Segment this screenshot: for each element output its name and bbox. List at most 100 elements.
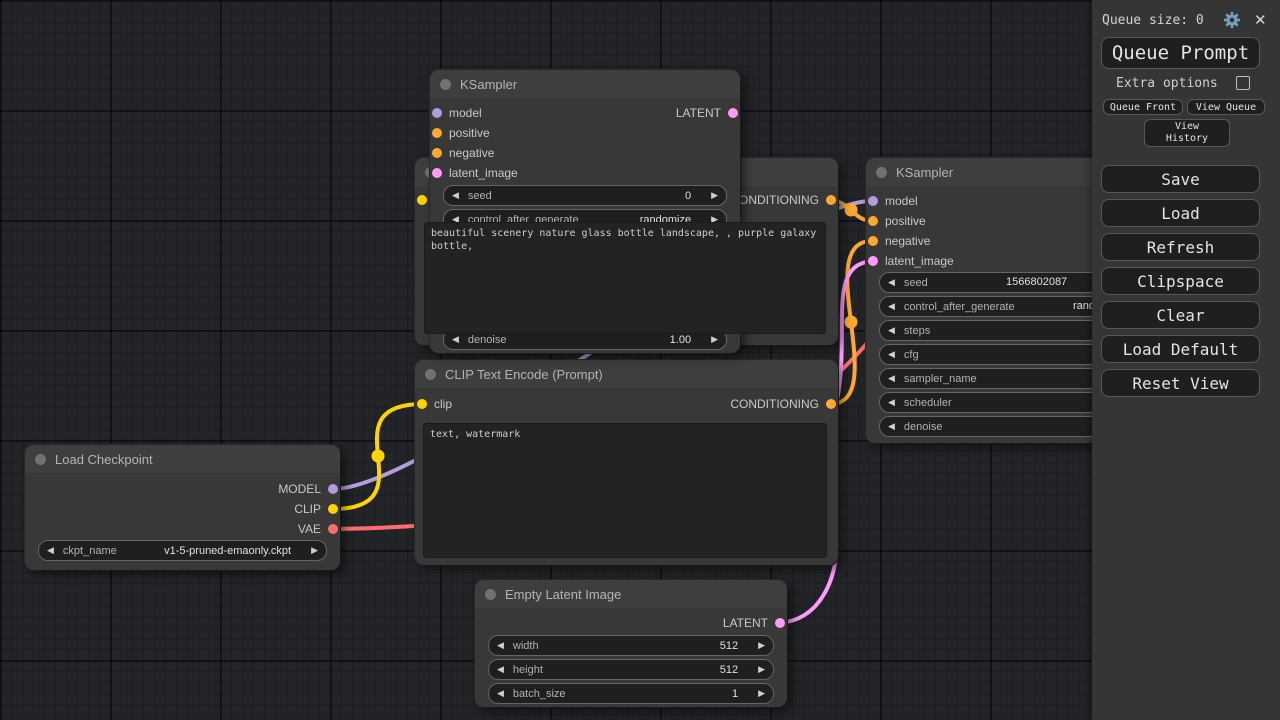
input-row-negative: negative (432, 143, 494, 163)
positive-prompt-textarea[interactable]: beautiful scenery nature glass bottle la… (425, 223, 825, 333)
settings-gear-icon[interactable] (1223, 11, 1241, 33)
decrement-arrow-icon[interactable]: ◀ (888, 349, 895, 359)
collapse-dot[interactable] (440, 78, 451, 90)
view-queue-button[interactable]: View Queue (1187, 99, 1265, 115)
output-row-latent: LATENT (676, 103, 738, 123)
input-label: model (885, 194, 918, 208)
link-dot-clip (371, 449, 385, 463)
input-port-clip[interactable] (417, 399, 427, 409)
node-title-bar[interactable]: CLIP Text Encode (Prompt) (415, 360, 838, 388)
node-title: Empty Latent Image (505, 586, 622, 602)
output-row-latent: LATENT (723, 613, 785, 633)
node-load-checkpoint[interactable]: Load Checkpoint MODEL CLIP VAE ◀ ckpt_na… (25, 445, 340, 570)
input-row-clip: clip (417, 394, 452, 414)
extra-options-checkbox[interactable] (1236, 76, 1250, 90)
decrement-arrow-icon[interactable]: ◀ (888, 277, 895, 287)
output-row-model: MODEL (278, 479, 338, 499)
decrement-arrow-icon[interactable]: ◀ (888, 373, 895, 383)
increment-arrow-icon[interactable]: ▶ (711, 190, 718, 200)
widget-height[interactable]: ◀ height 512 ▶ (488, 659, 774, 680)
node-empty-latent-image[interactable]: Empty Latent Image LATENT ◀ width 512 ▶ … (475, 580, 787, 707)
decrement-arrow-icon[interactable]: ◀ (452, 190, 459, 200)
decrement-arrow-icon[interactable]: ◀ (497, 640, 504, 650)
output-row-conditioning: CONDITIONING (730, 394, 836, 414)
widget-seed[interactable]: ◀ seed 0 ▶ (443, 185, 727, 206)
negative-prompt-textarea[interactable]: text, watermark (424, 424, 826, 557)
close-icon[interactable]: ✕ (1254, 11, 1267, 29)
input-port-model[interactable] (432, 108, 442, 118)
output-port-latent[interactable] (728, 108, 738, 118)
input-port-model[interactable] (868, 196, 878, 206)
view-history-button[interactable]: View History (1144, 119, 1230, 147)
input-port-negative[interactable] (432, 148, 442, 158)
output-label: CLIP (294, 502, 321, 516)
extra-options-label: Extra options (1116, 76, 1218, 91)
comfy-menu: Queue size: 0 ✕ Queue Prompt Extra optio… (1092, 0, 1280, 720)
input-port-positive[interactable] (868, 216, 878, 226)
load-button[interactable]: Load (1101, 199, 1260, 227)
reset-view-button[interactable]: Reset View (1101, 369, 1260, 397)
output-port-latent[interactable] (775, 618, 785, 628)
input-row-model: model (432, 103, 482, 123)
output-label: CONDITIONING (730, 193, 819, 207)
input-row-negative: negative (868, 231, 930, 251)
output-label: LATENT (675, 106, 721, 120)
clipspace-button[interactable]: Clipspace (1101, 267, 1260, 295)
next-arrow-icon[interactable]: ▶ (311, 545, 318, 555)
increment-arrow-icon[interactable]: ▶ (758, 688, 765, 698)
collapse-dot[interactable] (876, 166, 887, 178)
input-port-clip[interactable] (417, 195, 427, 205)
link-dot-cond2 (844, 315, 858, 329)
node-title: CLIP Text Encode (Prompt) (445, 366, 603, 382)
decrement-arrow-icon[interactable]: ◀ (888, 325, 895, 335)
output-port-vae[interactable] (328, 524, 338, 534)
increment-arrow-icon[interactable]: ▶ (758, 640, 765, 650)
decrement-arrow-icon[interactable]: ◀ (497, 664, 504, 674)
input-row-positive: positive (432, 123, 490, 143)
output-label: CONDITIONING (730, 397, 819, 411)
input-row-latent-image: latent_image (432, 163, 518, 183)
increment-arrow-icon[interactable]: ▶ (711, 334, 718, 344)
link-dot-cond1 (844, 203, 858, 217)
save-button[interactable]: Save (1101, 165, 1260, 193)
input-label: latent_image (449, 166, 518, 180)
widget-ckpt-name[interactable]: ◀ ckpt_name v1-5-pruned-emaonly.ckpt ▶ (38, 540, 327, 561)
decrement-arrow-icon[interactable]: ◀ (888, 397, 895, 407)
input-label: positive (885, 214, 926, 228)
refresh-button[interactable]: Refresh (1101, 233, 1260, 261)
input-port-latent-image[interactable] (432, 168, 442, 178)
decrement-arrow-icon[interactable]: ◀ (497, 688, 504, 698)
decrement-arrow-icon[interactable]: ◀ (452, 334, 459, 344)
increment-arrow-icon[interactable]: ▶ (758, 664, 765, 674)
collapse-dot[interactable] (425, 368, 436, 380)
increment-arrow-icon[interactable]: ▶ (711, 214, 718, 224)
input-port-negative[interactable] (868, 236, 878, 246)
output-port-conditioning[interactable] (826, 399, 836, 409)
output-port-conditioning[interactable] (826, 195, 836, 205)
output-port-clip[interactable] (328, 504, 338, 514)
node-title-bar[interactable]: Empty Latent Image (475, 580, 787, 608)
prev-arrow-icon[interactable]: ◀ (47, 545, 54, 555)
node-title: KSampler (460, 76, 518, 92)
queue-front-button[interactable]: Queue Front (1103, 99, 1183, 115)
collapse-dot[interactable] (35, 453, 46, 465)
input-port-positive[interactable] (432, 128, 442, 138)
decrement-arrow-icon[interactable]: ◀ (888, 301, 895, 311)
clear-button[interactable]: Clear (1101, 301, 1260, 329)
collapse-dot[interactable] (485, 588, 496, 600)
node-title-bar[interactable]: Load Checkpoint (25, 445, 340, 473)
decrement-arrow-icon[interactable]: ◀ (888, 421, 895, 431)
output-port-model[interactable] (328, 484, 338, 494)
decrement-arrow-icon[interactable]: ◀ (452, 214, 459, 224)
queue-prompt-button[interactable]: Queue Prompt (1101, 37, 1260, 69)
input-label: negative (885, 234, 931, 248)
input-port-latent-image[interactable] (868, 256, 878, 266)
node-title-bar[interactable]: KSampler (430, 70, 740, 98)
widget-width[interactable]: ◀ width 512 ▶ (488, 635, 774, 656)
widget-batch-size[interactable]: ◀ batch_size 1 ▶ (488, 683, 774, 704)
input-row-positive: positive (868, 211, 926, 231)
load-default-button[interactable]: Load Default (1101, 335, 1260, 363)
node-title: KSampler (896, 164, 954, 180)
output-row-conditioning: CONDITIONING (730, 190, 836, 210)
